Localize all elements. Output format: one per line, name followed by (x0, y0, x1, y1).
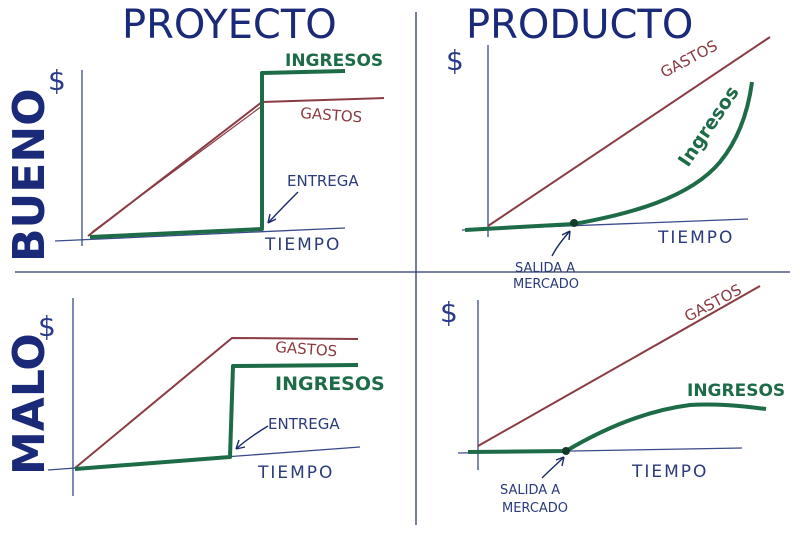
tiempo-label: TIEMPO (657, 228, 734, 248)
entrega-arrowhead (267, 213, 277, 224)
gastos-line (487, 36, 771, 227)
gastos-label: GASTOS (275, 338, 338, 360)
gastos-label: GASTOS (681, 281, 744, 326)
quadrant-producto-bueno: $ Ingresos GASTOS TIEMPO SALIDA A MERCAD… (446, 36, 771, 292)
entrega-arrow (235, 425, 269, 450)
salida-label-line1: SALIDA A (515, 261, 575, 276)
gastos-line (477, 285, 761, 447)
salida-arrowhead (561, 230, 571, 241)
salida-label-line2: MERCADO (502, 501, 568, 516)
tiempo-label: TIEMPO (631, 462, 708, 482)
ingresos-line (467, 402, 767, 454)
ingresos-line (74, 363, 359, 471)
y-axis-dollar-symbol: $ (446, 44, 464, 77)
salida-a-mercado-point (570, 219, 578, 227)
ingresos-label: INGRESOS (285, 51, 383, 71)
quadrant-proyecto-bueno: $ INGRESOS GASTOS ENTREGA TIEMPO (48, 51, 385, 255)
y-axis-dollar-symbol: $ (48, 64, 66, 97)
entrega-arrow (267, 191, 299, 224)
y-axis-dollar-symbol: $ (38, 310, 56, 343)
quadrant-proyecto-malo: $ GASTOS INGRESOS ENTREGA TIEMPO (38, 298, 385, 496)
tiempo-label: TIEMPO (257, 463, 334, 483)
entrega-label: ENTREGA (287, 172, 359, 190)
salida-a-mercado-point (562, 447, 570, 455)
entrega-arrowhead (235, 439, 246, 450)
ingresos-line (464, 81, 754, 232)
gastos-line (74, 336, 359, 469)
column-heading-producto: PRODUCTO (466, 2, 693, 48)
ingresos-label: INGRESOS (687, 381, 785, 401)
ingresos-label: INGRESOS (275, 373, 385, 395)
salida-arrow (551, 230, 571, 257)
gastos-line-shadow (91, 105, 263, 233)
quadrant-producto-malo: $ GASTOS INGRESOS TIEMPO SALIDA A MERCAD… (440, 281, 785, 516)
y-axis-dollar-symbol: $ (440, 296, 458, 329)
x-axis (54, 227, 346, 242)
salida-arrow (541, 456, 565, 479)
tiempo-label: TIEMPO (264, 235, 341, 255)
gastos-label: GASTOS (300, 104, 363, 126)
column-heading-proyecto: PROYECTO (122, 2, 337, 48)
salida-arrowhead (555, 456, 565, 467)
row-label-bueno: BUENO (4, 88, 55, 262)
salida-label-line2: MERCADO (513, 277, 579, 292)
entrega-label: ENTREGA (268, 415, 340, 433)
salida-label-line1: SALIDA A (500, 483, 560, 498)
row-label-malo: MALO (4, 333, 55, 475)
ingresos-line (89, 69, 346, 239)
